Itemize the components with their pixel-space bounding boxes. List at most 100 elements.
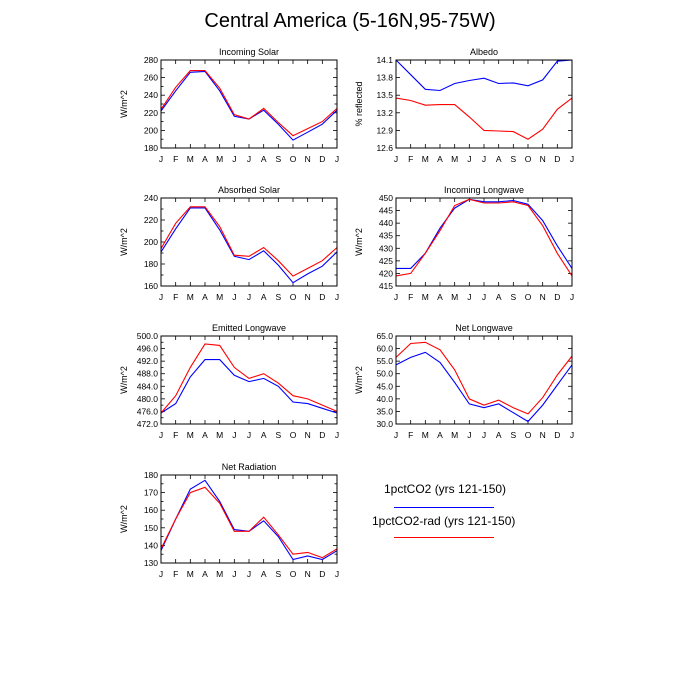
y-axis-label: W/m^2 <box>119 505 129 533</box>
y-tick-label: 415 <box>379 281 393 291</box>
x-tick-label: M <box>451 292 458 302</box>
x-tick-label: O <box>290 430 297 440</box>
y-tick-label: 30.0 <box>376 419 393 429</box>
x-tick-label: J <box>570 154 574 164</box>
y-tick-label: 445 <box>379 206 393 216</box>
x-tick-label: M <box>187 154 194 164</box>
x-tick-label: J <box>467 292 471 302</box>
y-tick-label: 180 <box>144 470 158 480</box>
x-tick-label: J <box>467 430 471 440</box>
x-tick-label: J <box>335 569 339 579</box>
y-tick-label: 220 <box>144 108 158 118</box>
x-tick-label: O <box>290 569 297 579</box>
x-tick-label: D <box>554 430 560 440</box>
figure-title: Central America (5-16N,95-75W) <box>204 10 496 32</box>
x-tick-label: O <box>290 154 297 164</box>
y-tick-label: 280 <box>144 55 158 65</box>
y-tick-label: 160 <box>144 505 158 515</box>
panel-title: Emitted Longwave <box>212 323 286 333</box>
series-line-1pctco2-rad <box>160 206 338 277</box>
y-tick-label: 13.2 <box>376 108 393 118</box>
x-tick-label: J <box>482 154 486 164</box>
x-tick-label: J <box>247 292 251 302</box>
x-tick-label: S <box>275 292 281 302</box>
plot-frame <box>160 197 338 287</box>
legend-line-1pctco2-rad <box>394 537 494 538</box>
x-tick-label: M <box>216 430 223 440</box>
y-tick-label: 472.0 <box>137 419 159 429</box>
series-line-1pctco2-rad <box>160 343 338 414</box>
y-tick-label: 484.0 <box>137 381 159 391</box>
x-tick-label: M <box>422 430 429 440</box>
panel-title: Net Longwave <box>455 323 513 333</box>
y-tick-label: 60.0 <box>376 344 393 354</box>
x-tick-label: N <box>305 569 311 579</box>
y-tick-label: 240 <box>144 90 158 100</box>
x-tick-label: J <box>232 569 236 579</box>
series-line-1pctco2 <box>395 351 573 423</box>
x-tick-label: F <box>173 154 178 164</box>
x-tick-label: M <box>216 292 223 302</box>
x-tick-label: A <box>496 154 502 164</box>
x-tick-label: A <box>261 292 267 302</box>
y-tick-label: 425 <box>379 256 393 266</box>
x-tick-label: O <box>290 292 297 302</box>
x-tick-label: J <box>159 430 163 440</box>
y-axis-label: W/m^2 <box>119 366 129 394</box>
x-tick-label: J <box>482 430 486 440</box>
x-tick-label: S <box>510 292 516 302</box>
y-tick-label: 12.9 <box>376 125 393 135</box>
x-tick-label: N <box>305 292 311 302</box>
x-tick-label: M <box>216 154 223 164</box>
series-line-1pctco2-rad <box>395 198 573 277</box>
plot-frame <box>160 474 338 564</box>
y-tick-label: 200 <box>144 237 158 247</box>
x-tick-label: F <box>173 430 178 440</box>
y-axis-label: % reflected <box>354 81 364 126</box>
panel-title: Incoming Solar <box>219 47 279 57</box>
y-tick-label: 500.0 <box>137 331 159 341</box>
x-tick-label: J <box>570 292 574 302</box>
y-tick-label: 450 <box>379 193 393 203</box>
panel-title: Albedo <box>470 47 498 57</box>
series-line-1pctco2 <box>160 207 338 284</box>
x-tick-label: S <box>275 154 281 164</box>
y-tick-label: 435 <box>379 231 393 241</box>
series-line-1pctco2-rad <box>395 97 573 140</box>
x-tick-label: J <box>159 292 163 302</box>
y-tick-label: 496.0 <box>137 344 159 354</box>
x-tick-label: M <box>451 154 458 164</box>
series-line-1pctco2-rad <box>395 341 573 415</box>
x-tick-label: A <box>202 154 208 164</box>
x-tick-label: A <box>261 430 267 440</box>
panel-title: Net Radiation <box>222 462 277 472</box>
x-tick-label: J <box>232 154 236 164</box>
x-tick-label: J <box>394 292 398 302</box>
y-tick-label: 220 <box>144 215 158 225</box>
plot-frame <box>395 335 573 425</box>
x-tick-label: D <box>554 154 560 164</box>
y-tick-label: 492.0 <box>137 356 159 366</box>
y-tick-label: 430 <box>379 243 393 253</box>
x-tick-label: M <box>216 569 223 579</box>
x-tick-label: J <box>482 292 486 302</box>
y-tick-label: 488.0 <box>137 369 159 379</box>
x-tick-label: N <box>540 430 546 440</box>
x-tick-label: F <box>408 154 413 164</box>
plot-frame <box>160 59 338 149</box>
x-tick-label: M <box>187 430 194 440</box>
panel-title: Incoming Longwave <box>444 185 524 195</box>
x-tick-label: M <box>451 430 458 440</box>
y-tick-label: 140 <box>144 540 158 550</box>
y-tick-label: 14.1 <box>376 55 393 65</box>
y-tick-label: 440 <box>379 218 393 228</box>
x-tick-label: D <box>319 430 325 440</box>
y-tick-label: 170 <box>144 488 158 498</box>
x-tick-label: S <box>275 430 281 440</box>
x-tick-label: J <box>467 154 471 164</box>
y-tick-label: 420 <box>379 268 393 278</box>
y-tick-label: 50.0 <box>376 369 393 379</box>
